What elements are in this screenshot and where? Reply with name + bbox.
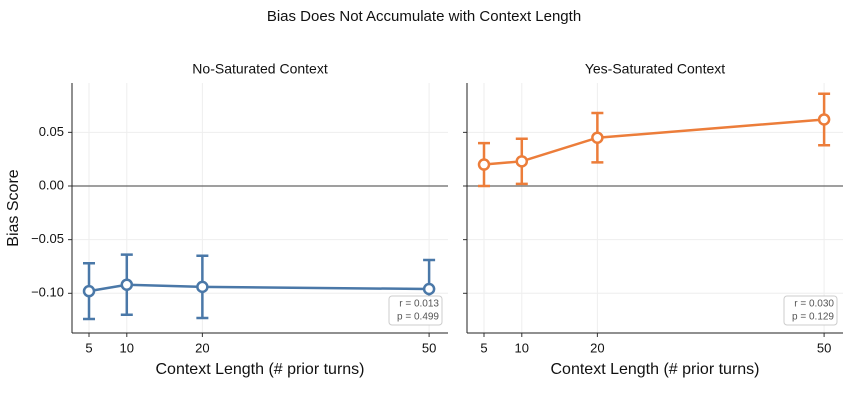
data-point — [422, 282, 436, 296]
x-tick-label: 5 — [85, 340, 92, 355]
x-tick-label: 5 — [480, 340, 487, 355]
x-tick-label: 10 — [515, 340, 529, 355]
x-tick-label: 50 — [422, 340, 436, 355]
panel-title: Yes-Saturated Context — [585, 61, 725, 77]
y-axis-label: Bias Score — [5, 169, 22, 246]
data-point — [477, 158, 491, 171]
x-tick-label: 20 — [195, 340, 209, 355]
x-tick-label: 50 — [817, 340, 831, 355]
x-axis-label: Context Length (# prior turns) — [551, 361, 760, 378]
y-tick-label: 0.00 — [39, 177, 64, 192]
data-point — [515, 155, 529, 168]
y-tick-label: −0.10 — [31, 285, 64, 300]
figure-title: Bias Does Not Accumulate with Context Le… — [267, 8, 581, 25]
annotation: r = 0.013 — [399, 299, 439, 310]
x-tick-label: 10 — [120, 340, 134, 355]
data-point — [591, 131, 604, 144]
data-line — [88, 283, 430, 293]
y-tick-label: 0.05 — [39, 124, 64, 139]
data-point — [82, 284, 96, 298]
panel-title: No-Saturated Context — [192, 61, 328, 77]
y-tick-label: −0.05 — [31, 231, 64, 246]
data-point — [196, 280, 209, 294]
data-point — [817, 113, 831, 126]
annotation-box — [783, 295, 838, 326]
annotation: r = 0.030 — [794, 299, 834, 310]
annotation: p = 0.129 — [792, 312, 834, 323]
data-point — [120, 278, 134, 291]
x-axis-label: Context Length (# prior turns) — [156, 361, 365, 378]
annotation-box — [388, 295, 443, 326]
annotation: p = 0.499 — [397, 312, 439, 323]
x-tick-label: 20 — [590, 340, 604, 355]
data-line — [483, 118, 825, 166]
